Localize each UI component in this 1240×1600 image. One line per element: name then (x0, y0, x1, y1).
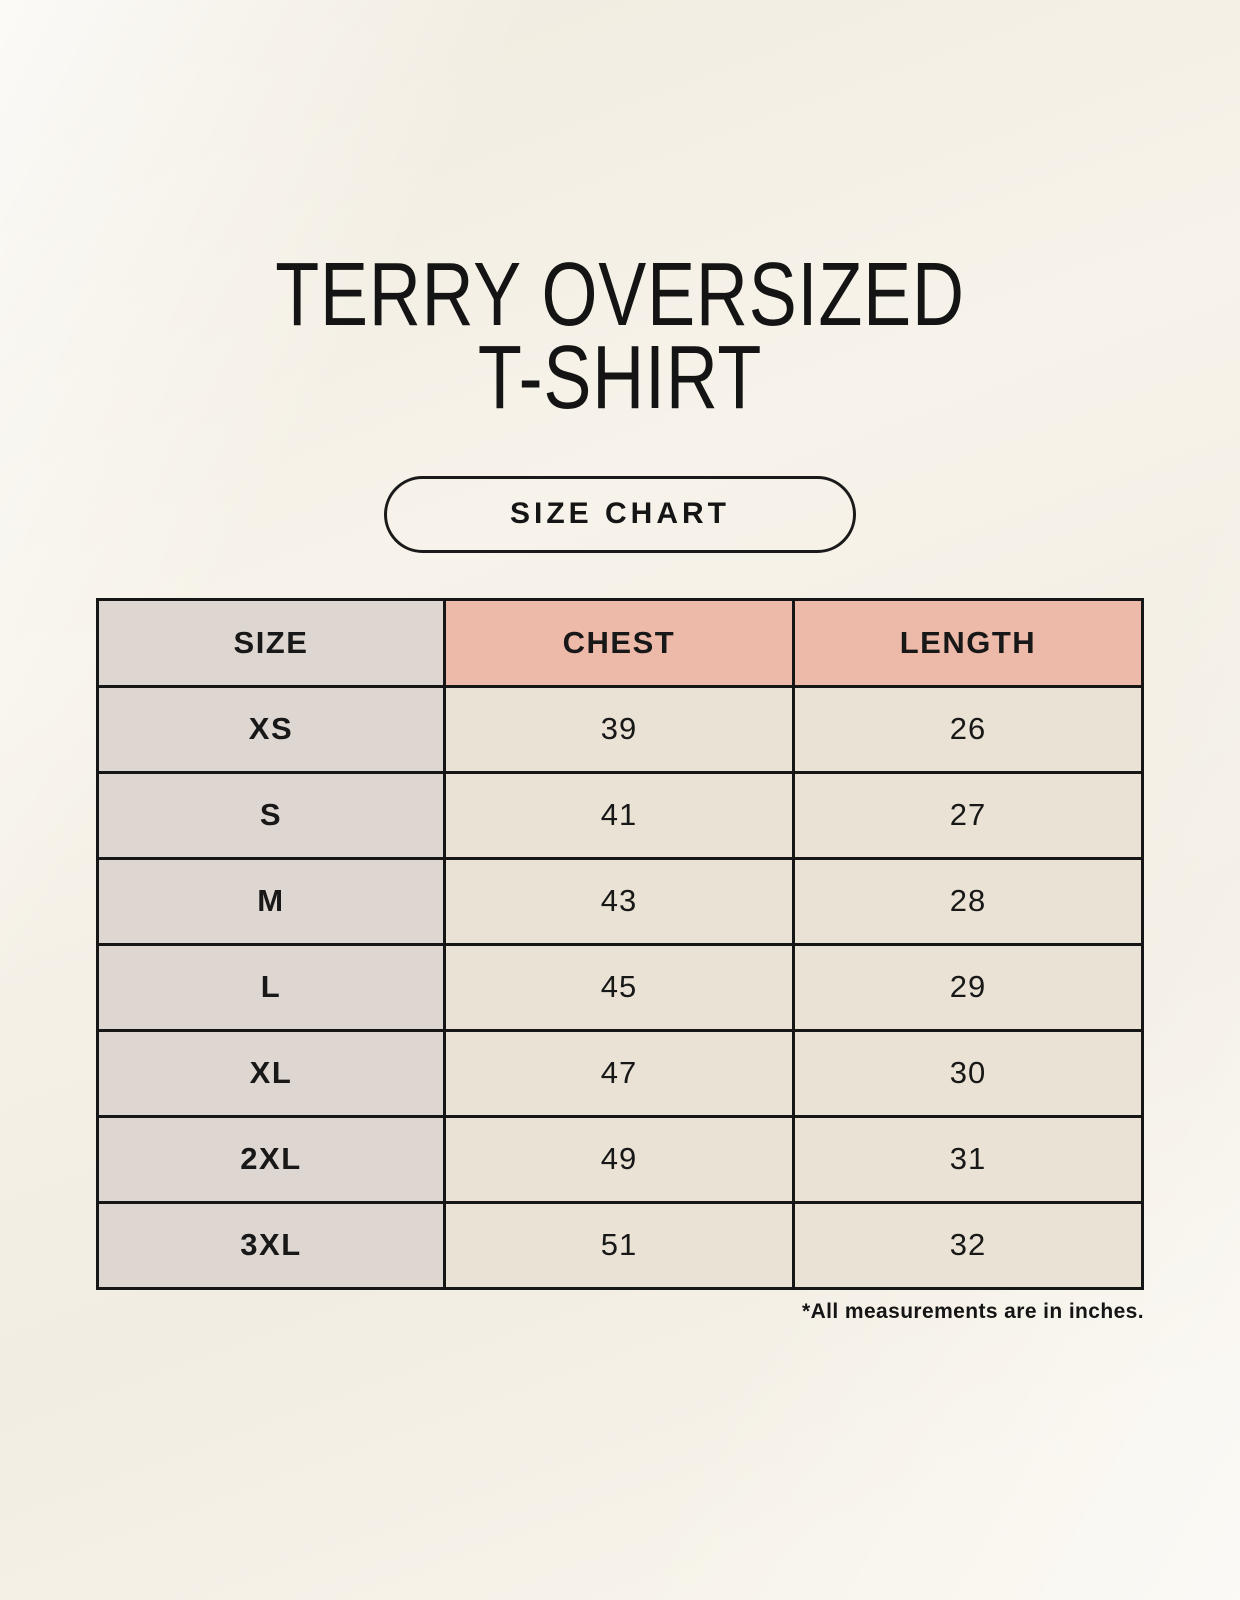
length-value: 29 (791, 942, 1145, 1032)
length-value: 31 (791, 1114, 1145, 1204)
page-title-line2: T-SHIRT (477, 327, 763, 428)
column-header-length: LENGTH (791, 597, 1145, 688)
size-cell: 2XL (96, 1114, 446, 1204)
table-row: 3XL 51 32 (96, 1200, 1145, 1290)
table-row: XS 39 26 (96, 684, 1145, 774)
size-cell: S (96, 770, 446, 860)
chest-value: 51 (442, 1200, 795, 1290)
length-value: 32 (791, 1200, 1145, 1290)
chest-value: 43 (442, 856, 795, 946)
length-value: 28 (791, 856, 1145, 946)
size-chart-button[interactable]: SIZE CHART (384, 475, 856, 553)
chest-value: 39 (442, 684, 795, 774)
size-table-body: XS 39 26 S 41 27 M 43 28 L 45 29 XL 47 (96, 684, 1145, 1290)
size-cell: M (96, 856, 446, 946)
size-table: SIZE CHEST LENGTH XS 39 26 S 41 27 M 43 … (96, 597, 1145, 1290)
length-value: 30 (791, 1028, 1145, 1118)
measurements-footnote: *All measurements are in inches. (802, 1299, 1144, 1323)
column-header-size: SIZE (96, 597, 446, 688)
length-value: 27 (791, 770, 1145, 860)
header-row: SIZE CHEST LENGTH (96, 597, 1145, 688)
chest-value: 49 (442, 1114, 795, 1204)
size-cell: XS (96, 684, 446, 774)
table-row: S 41 27 (96, 770, 1145, 860)
size-table-header: SIZE CHEST LENGTH (96, 597, 1145, 688)
chest-value: 41 (442, 770, 795, 860)
size-cell: L (96, 942, 446, 1032)
page-title-line1: TERRY OVERSIZED (275, 245, 965, 345)
table-row: M 43 28 (96, 856, 1145, 946)
chest-value: 45 (442, 942, 795, 1032)
size-cell: XL (96, 1028, 446, 1118)
table-row: XL 47 30 (96, 1028, 1145, 1118)
size-chart-page: TERRY OVERSIZED T-SHIRT SIZE CHART SIZE … (96, 0, 1145, 1323)
table-row: L 45 29 (96, 942, 1145, 1032)
table-row: 2XL 49 31 (96, 1114, 1145, 1204)
page-title: TERRY OVERSIZED T-SHIRT (124, 0, 1116, 428)
size-chart-button-label: SIZE CHART (510, 497, 730, 531)
size-cell: 3XL (96, 1200, 446, 1290)
length-value: 26 (791, 684, 1145, 774)
chest-value: 47 (442, 1028, 795, 1118)
column-header-chest: CHEST (442, 597, 795, 688)
